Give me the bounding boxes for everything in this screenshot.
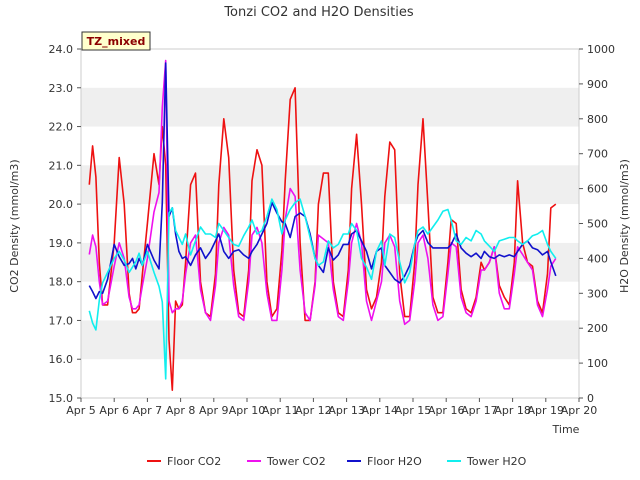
y-left-tick-label: 20.0	[49, 198, 74, 211]
badge: TZ_mixed	[81, 31, 151, 51]
x-tick-label: Apr 15	[395, 404, 432, 417]
y-right-tick-label: 100	[587, 357, 608, 370]
x-tick-label: Apr 16	[428, 404, 465, 417]
badge-label: TZ_mixed	[87, 35, 146, 48]
y-right-tick-label: 700	[587, 148, 608, 161]
series-line-tower-h2o	[88, 198, 557, 380]
x-tick-label: Apr 19	[528, 404, 565, 417]
y-right-tick-label: 200	[587, 322, 608, 335]
y-right-tick-label: 400	[587, 252, 608, 265]
legend-label-floor-co2: Floor CO2	[167, 455, 221, 468]
y-left-tick-label: 21.0	[49, 159, 74, 172]
legend-label-tower-h2o: Tower H2O	[466, 455, 527, 468]
y-left-tick-label: 19.0	[49, 237, 74, 250]
y-left-tick-label: 23.0	[49, 82, 74, 95]
x-tick-label: Apr 6	[99, 404, 129, 417]
y-left-tick-label: 17.0	[49, 314, 74, 327]
badge-box	[81, 31, 151, 51]
y-right-tick-label: 1000	[587, 43, 615, 56]
x-tick-label: Apr 20	[561, 404, 598, 417]
legend-label-floor-h2o: Floor H2O	[367, 455, 422, 468]
y-left-tick-label: 24.0	[49, 43, 74, 56]
y-axis-left-label: CO2 Density (mmol/m3)	[8, 159, 21, 292]
x-axis-label: Time	[552, 423, 580, 436]
y-right-tick-label: 900	[587, 78, 608, 91]
chart-title: Tonzi CO2 and H2O Densities	[223, 5, 414, 20]
x-tick-label: Apr 7	[133, 404, 163, 417]
x-tick-label: Apr 13	[328, 404, 365, 417]
grid-band	[81, 320, 579, 360]
y-right-tick-label: 500	[587, 218, 608, 231]
y-right-tick-label: 300	[587, 287, 608, 300]
x-tick-label: Apr 12	[295, 404, 332, 417]
x-tick-label: Apr 17	[461, 404, 498, 417]
y-right-tick-label: 0	[587, 392, 594, 405]
legend-label-tower-co2: Tower CO2	[266, 455, 326, 468]
y-left-tick-label: 15.0	[49, 392, 74, 405]
x-tick-label: Apr 9	[199, 404, 229, 417]
series-line-tower-co2	[88, 59, 557, 326]
x-tick-label: Apr 14	[362, 404, 399, 417]
y-axis-right-label: H2O Density (mmol/m3)	[618, 159, 631, 293]
y-right-tick-label: 600	[587, 183, 608, 196]
legend: Floor CO2 Tower CO2 Floor H2O Tower H2O	[147, 455, 527, 468]
y-right-tick-label: 800	[587, 113, 608, 126]
x-tick-label: Apr 18	[494, 404, 531, 417]
y-left-tick-label: 16.0	[49, 353, 74, 366]
x-tick-label: Apr 10	[229, 404, 266, 417]
series-group	[88, 59, 557, 392]
x-tick-label: Apr 5	[66, 404, 96, 417]
x-tick-label: Apr 11	[262, 404, 299, 417]
x-tick-label: Apr 8	[166, 404, 196, 417]
grid-band	[81, 87, 579, 127]
y-left-tick-label: 18.0	[49, 276, 74, 289]
y-left-tick-label: 22.0	[49, 121, 74, 134]
y-axis-left: 15.0 16.0 17.0 18.0 19.0 20.0 21.0 22.0 23.0 24.0	[49, 43, 81, 405]
y-axis-right: 0 100 200 300 400 500 600 700 800 900 1000	[579, 43, 615, 405]
